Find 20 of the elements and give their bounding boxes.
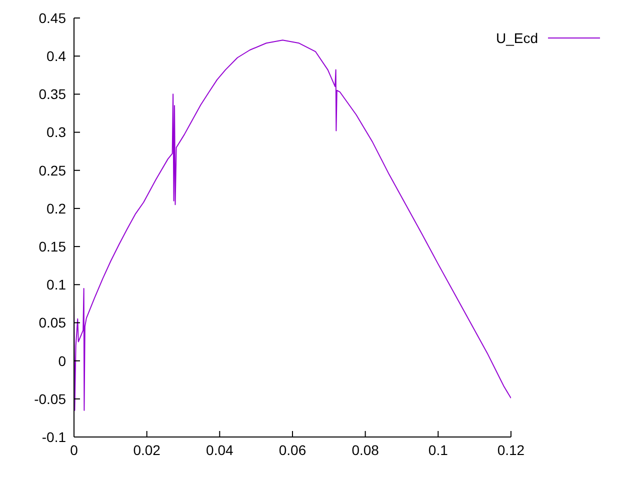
y-tick-label: 0.4 xyxy=(46,48,66,64)
y-tick-label: 0.3 xyxy=(46,124,66,140)
legend-label: U_Ecd xyxy=(496,30,538,46)
x-tick-label: 0.12 xyxy=(497,442,525,458)
y-tick-label: 0.2 xyxy=(46,200,66,216)
x-tick-label: 0 xyxy=(70,442,78,458)
y-tick-label: 0 xyxy=(58,352,66,369)
x-tick-label: 0.06 xyxy=(278,442,306,458)
y-tick-label: -0.05 xyxy=(34,390,66,407)
y-tick-label: -0.1 xyxy=(42,428,66,445)
y-tick-label: 0.25 xyxy=(38,162,66,178)
y-tick-label: 0.45 xyxy=(38,10,66,26)
x-tick-label: 0.08 xyxy=(352,442,380,458)
x-tick-label: 0.02 xyxy=(133,442,161,458)
y-tick-label: 0.1 xyxy=(46,276,66,293)
x-tick-label: 0.04 xyxy=(206,442,234,458)
y-tick-label: 0.15 xyxy=(38,238,66,255)
x-tick-label: 0.1 xyxy=(428,442,448,458)
y-tick-label: 0.05 xyxy=(38,314,66,331)
y-tick-label: 0.35 xyxy=(38,86,66,102)
